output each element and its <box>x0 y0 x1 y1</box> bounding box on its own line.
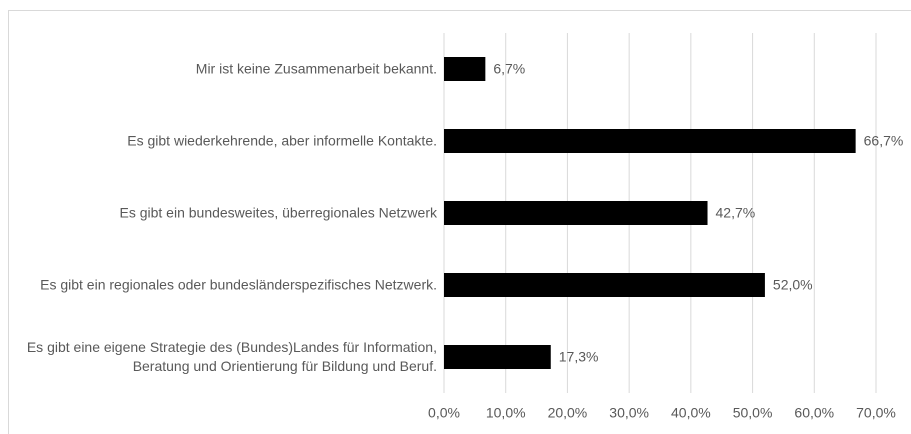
x-tick-label: 60,0% <box>794 405 834 421</box>
bar <box>444 57 486 81</box>
y-tick-label: Mir ist keine Zusammenarbeit bekannt. <box>195 60 437 77</box>
x-tick-label: 0,0% <box>428 405 460 421</box>
x-tick-label: 30,0% <box>609 405 649 421</box>
y-tick-label: Es gibt ein regionales oder bundesländer… <box>40 276 437 293</box>
x-tick-label: 40,0% <box>671 405 711 421</box>
chart-frame <box>8 10 911 434</box>
bar <box>444 201 708 225</box>
value-label: 42,7% <box>716 205 756 221</box>
value-label: 52,0% <box>773 277 813 293</box>
bar <box>444 129 856 153</box>
value-label: 66,7% <box>864 133 904 149</box>
y-tick-label: Es gibt ein bundesweites, überregionales… <box>119 204 437 221</box>
value-label: 17,3% <box>559 349 599 365</box>
bar <box>444 345 551 369</box>
value-label: 6,7% <box>493 61 525 77</box>
bar <box>444 273 765 297</box>
y-tick-label: Es gibt wiederkehrende, aber informelle … <box>127 132 437 149</box>
x-tick-label: 20,0% <box>548 405 588 421</box>
x-tick-label: 50,0% <box>733 405 773 421</box>
x-tick-label: 70,0% <box>856 405 896 421</box>
x-tick-label: 10,0% <box>486 405 526 421</box>
y-tick-label: Es gibt eine eigene Strategie des (Bunde… <box>26 339 437 374</box>
